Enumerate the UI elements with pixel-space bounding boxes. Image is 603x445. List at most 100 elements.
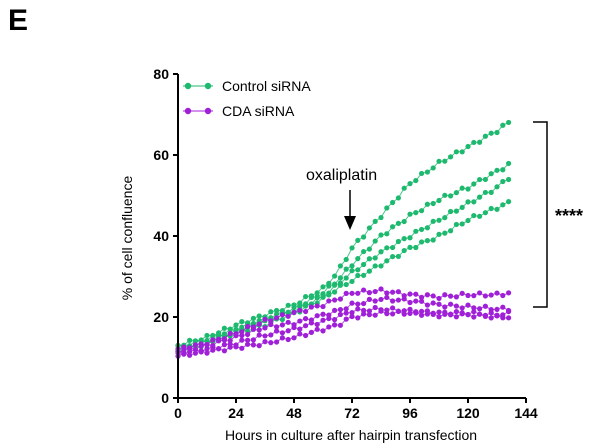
data-point <box>221 325 227 331</box>
data-point <box>268 318 274 324</box>
data-point <box>390 298 396 304</box>
data-point <box>343 275 349 281</box>
data-point <box>413 177 419 184</box>
data-point <box>285 336 291 343</box>
data-point <box>343 256 349 263</box>
x-tick-label: 24 <box>228 405 244 421</box>
data-point <box>227 337 233 344</box>
data-point <box>477 213 483 219</box>
data-point <box>413 309 419 315</box>
x-tick-label: 96 <box>402 405 418 421</box>
data-point <box>355 301 361 307</box>
data-point <box>436 309 442 315</box>
data-point <box>361 287 367 293</box>
data-point <box>274 311 280 317</box>
data-point <box>372 218 378 224</box>
data-point <box>332 317 338 323</box>
data-point <box>430 218 436 224</box>
data-point <box>453 190 459 196</box>
data-point <box>436 295 442 302</box>
data-point <box>494 290 500 296</box>
data-point <box>390 224 396 230</box>
data-point <box>250 326 256 332</box>
data-point <box>419 170 425 177</box>
data-point <box>303 332 309 339</box>
y-tick-label: 20 <box>153 309 169 325</box>
data-point <box>500 122 506 128</box>
data-point <box>506 315 512 321</box>
panel-label: E <box>8 4 29 37</box>
data-point <box>303 308 309 315</box>
data-point <box>488 171 494 177</box>
data-point <box>378 232 384 238</box>
data-point <box>320 294 326 300</box>
data-point <box>430 200 436 207</box>
series-line <box>177 310 509 357</box>
bracket-line <box>533 121 548 308</box>
data-point <box>337 322 343 328</box>
data-point <box>326 298 332 304</box>
data-point <box>407 310 413 316</box>
data-point <box>395 253 401 260</box>
legend-label-cda: CDA siRNA <box>222 103 295 119</box>
data-point <box>245 337 251 343</box>
data-point <box>204 341 210 348</box>
data-point <box>355 256 361 262</box>
data-point <box>407 235 413 241</box>
data-point <box>372 298 378 304</box>
data-point <box>506 308 512 315</box>
data-point <box>349 313 355 320</box>
data-point <box>308 304 314 310</box>
data-point <box>250 337 256 343</box>
series-line <box>177 296 509 354</box>
data-point <box>314 313 320 319</box>
data-point <box>419 312 425 318</box>
data-point <box>204 332 210 339</box>
data-point <box>407 244 413 250</box>
data-point <box>337 263 343 269</box>
data-point <box>233 326 239 332</box>
data-point <box>279 330 285 336</box>
data-point <box>192 342 198 348</box>
data-point <box>384 290 390 296</box>
data-point <box>372 238 378 244</box>
data-point <box>239 329 245 335</box>
data-point <box>436 314 442 320</box>
data-point <box>395 220 401 226</box>
data-point <box>465 186 471 192</box>
annotation-arrowhead <box>344 216 356 230</box>
series-layer <box>175 119 512 359</box>
data-point <box>482 176 488 183</box>
data-point <box>482 313 488 320</box>
data-point <box>378 249 384 255</box>
data-point <box>337 282 343 288</box>
data-point <box>285 313 291 319</box>
data-point <box>407 306 413 312</box>
data-point <box>482 189 488 196</box>
data-point <box>268 309 274 315</box>
data-point <box>413 291 419 297</box>
data-point <box>303 293 309 300</box>
data-point <box>204 350 210 356</box>
data-point <box>187 345 193 351</box>
data-point <box>192 346 198 353</box>
data-point <box>395 297 401 303</box>
data-point <box>488 292 494 298</box>
data-point <box>332 282 338 288</box>
data-point <box>401 296 407 302</box>
data-point <box>314 303 320 309</box>
data-point <box>384 245 390 251</box>
data-point <box>407 181 413 187</box>
data-point <box>442 158 448 164</box>
data-point <box>320 317 326 323</box>
data-point <box>448 311 454 317</box>
data-point <box>459 290 465 296</box>
data-point <box>250 342 256 348</box>
data-point <box>482 303 488 309</box>
data-point <box>436 217 442 223</box>
data-point <box>482 210 488 216</box>
data-point <box>430 310 436 316</box>
data-point <box>424 311 430 317</box>
data-point <box>245 331 251 338</box>
data-point <box>407 299 413 306</box>
